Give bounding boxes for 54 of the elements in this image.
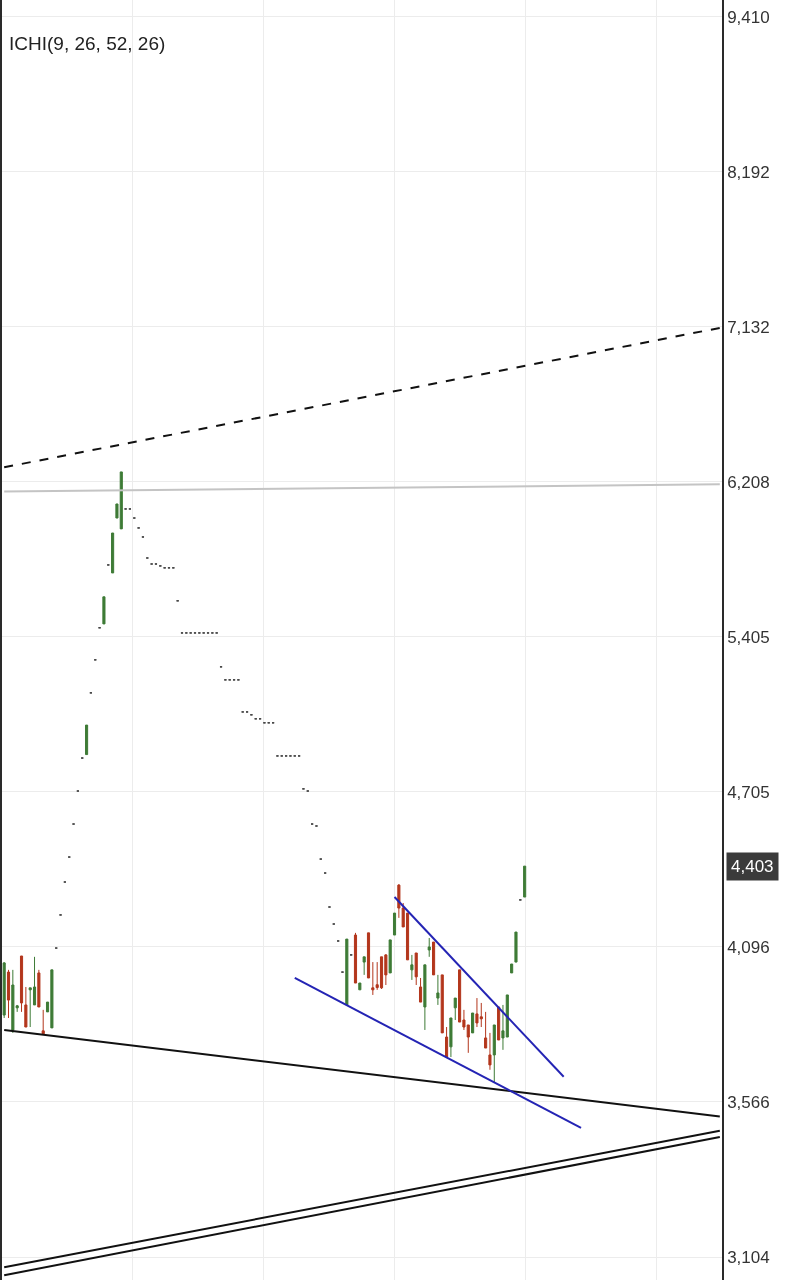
candlestick <box>423 964 427 1031</box>
y-tick-label: 6,208 <box>727 472 770 492</box>
annotation: ICHI(9, 26, 52, 26) <box>9 33 166 54</box>
candlestick <box>19 955 24 1013</box>
candlestick <box>436 974 440 1006</box>
candlestick <box>432 941 436 976</box>
candlestick <box>523 865 527 898</box>
text: 4,403 <box>731 857 774 876</box>
y-tick-label: 4,096 <box>727 937 770 957</box>
candlestick <box>11 969 15 1034</box>
candlestick <box>449 1017 453 1058</box>
y-tick-label: 4,705 <box>727 782 770 802</box>
candlestick <box>414 952 418 986</box>
y-tick-label: 3,104 <box>727 1248 770 1268</box>
candlestick <box>492 1024 496 1083</box>
candlestick <box>471 1012 475 1034</box>
candlestick <box>24 986 28 1028</box>
candlestick <box>6 969 11 1019</box>
candlestick <box>119 471 123 530</box>
candlestick <box>388 939 392 974</box>
candlestick <box>37 969 41 1008</box>
candlestick <box>353 932 358 984</box>
candlestick <box>488 1032 492 1071</box>
candlestick <box>445 1026 449 1058</box>
candlestick <box>484 1011 488 1049</box>
y-tick-label: 8,192 <box>727 162 770 182</box>
candlestick <box>50 969 54 1029</box>
candlestick <box>392 912 397 936</box>
candlestick <box>366 932 371 979</box>
candlestick <box>479 1002 483 1028</box>
y-tick-label: 3,566 <box>727 1092 770 1112</box>
candlestick <box>410 954 414 981</box>
candlestick <box>514 931 518 963</box>
candlestick <box>510 963 514 974</box>
candlestick <box>453 997 457 1021</box>
candlestick <box>358 982 362 991</box>
candlestick <box>384 953 388 986</box>
candlestick <box>418 977 423 1003</box>
candlestick <box>497 1006 501 1041</box>
y-tick-label: 5,405 <box>727 627 770 647</box>
y-tick-label: 7,132 <box>727 317 770 337</box>
candlestick <box>371 961 375 996</box>
candlestick <box>475 997 479 1028</box>
candlestick <box>362 956 366 976</box>
candlestick <box>440 974 444 1034</box>
y-tick-label: 9,410 <box>727 7 770 27</box>
candlestick <box>427 937 431 958</box>
candlestick <box>379 956 384 990</box>
candlestick <box>2 961 6 1019</box>
candlestick <box>85 724 89 756</box>
candlestick <box>102 596 106 625</box>
candlestick <box>345 938 349 1006</box>
candlestick <box>111 532 115 574</box>
candlestick <box>41 1009 45 1036</box>
